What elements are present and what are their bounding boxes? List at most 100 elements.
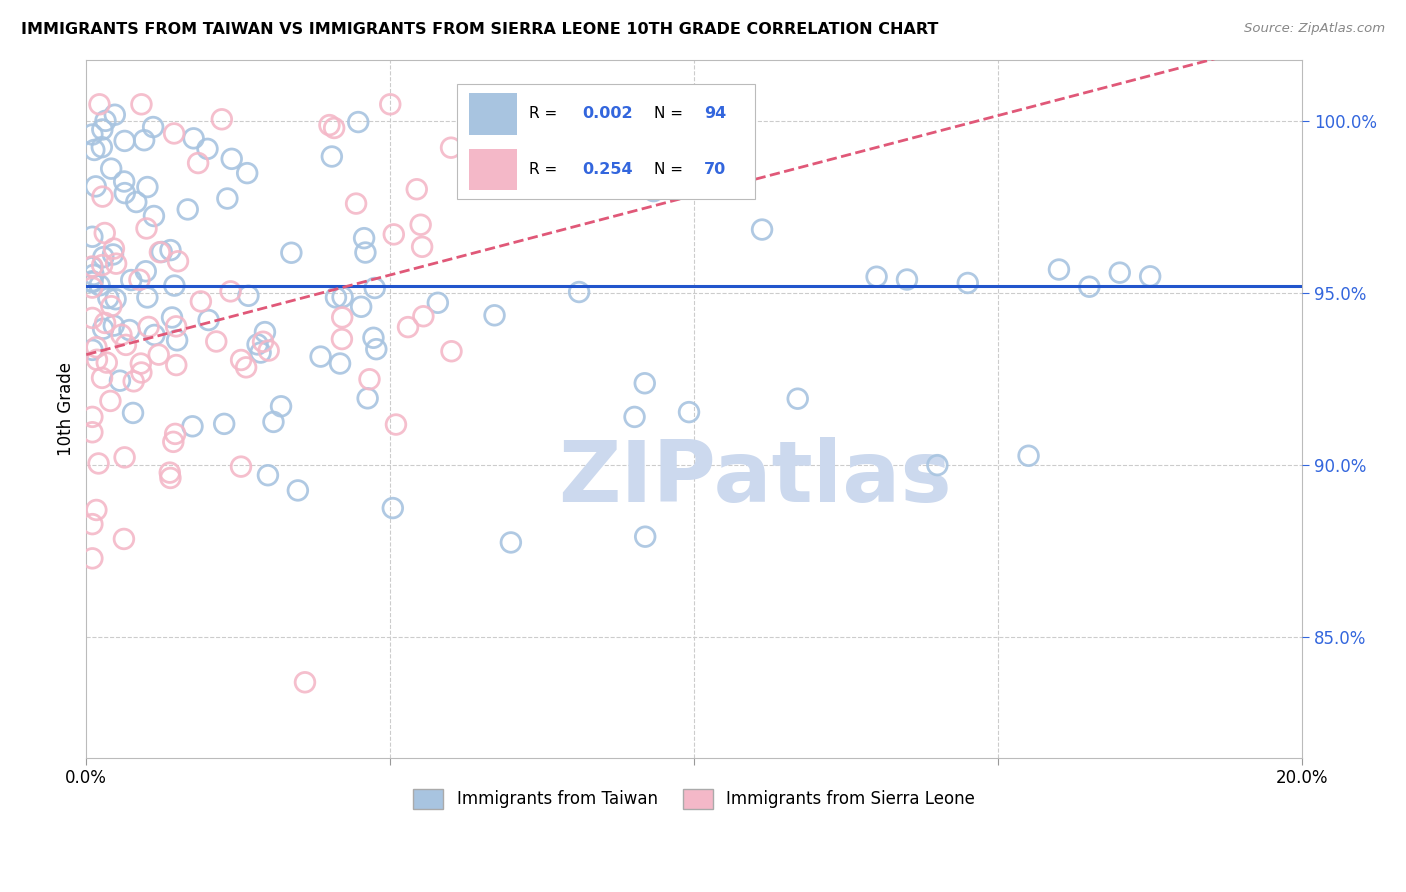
Point — [380, 97, 402, 112]
Y-axis label: 10th Grade: 10th Grade — [58, 361, 75, 456]
Point — [1108, 266, 1130, 280]
Point — [103, 318, 125, 333]
Point — [163, 127, 186, 141]
Point — [623, 409, 645, 424]
Point — [865, 269, 887, 284]
Point — [143, 327, 166, 342]
Point — [134, 133, 156, 147]
Point — [97, 291, 120, 305]
Point — [86, 503, 108, 517]
Point — [83, 143, 105, 157]
Point — [318, 118, 340, 132]
Point — [138, 320, 160, 334]
Point — [205, 334, 228, 349]
Text: ZIPatlas: ZIPatlas — [558, 437, 952, 520]
Point — [236, 166, 259, 180]
Point — [82, 128, 104, 142]
Point — [235, 360, 257, 375]
Point — [104, 108, 127, 122]
Point — [330, 310, 353, 325]
Point — [91, 122, 114, 136]
Point — [165, 426, 187, 441]
Point — [257, 343, 280, 358]
Point — [177, 202, 200, 217]
Point — [148, 348, 170, 362]
Point — [142, 120, 165, 134]
Point — [96, 355, 118, 369]
Point — [197, 313, 219, 327]
Point — [354, 245, 377, 260]
Point — [246, 337, 269, 351]
Point — [440, 344, 463, 359]
Point — [332, 290, 354, 304]
Point — [108, 374, 131, 388]
Point — [356, 392, 378, 406]
Point — [122, 406, 145, 420]
Point — [197, 142, 219, 156]
Point — [103, 242, 125, 256]
Point — [253, 325, 276, 339]
Point — [280, 245, 302, 260]
Point — [112, 174, 135, 188]
Point — [634, 530, 657, 544]
Point — [82, 343, 104, 357]
Point — [568, 285, 591, 299]
Point — [82, 274, 104, 288]
Point — [89, 278, 111, 293]
Point — [181, 419, 204, 434]
Point — [238, 289, 260, 303]
Point — [91, 189, 114, 203]
Point — [135, 221, 157, 235]
Point — [162, 434, 184, 449]
Point — [163, 278, 186, 293]
Point — [1139, 269, 1161, 284]
Point — [896, 272, 918, 286]
Point — [166, 334, 188, 348]
Point — [83, 268, 105, 282]
Point — [440, 141, 463, 155]
Point — [118, 323, 141, 337]
Point — [359, 372, 381, 386]
Point — [135, 264, 157, 278]
Point — [129, 357, 152, 371]
Point — [136, 290, 159, 304]
Point — [100, 393, 122, 408]
Point — [150, 244, 173, 259]
Point — [217, 192, 239, 206]
Point — [344, 196, 367, 211]
Point — [588, 117, 610, 131]
Point — [257, 468, 280, 483]
Point — [385, 417, 408, 432]
Point — [1078, 279, 1101, 293]
Point — [229, 353, 252, 368]
Point — [86, 352, 108, 367]
Point — [426, 295, 449, 310]
Legend: Immigrants from Taiwan, Immigrants from Sierra Leone: Immigrants from Taiwan, Immigrants from … — [406, 782, 981, 815]
Text: Source: ZipAtlas.com: Source: ZipAtlas.com — [1244, 22, 1385, 36]
Point — [93, 250, 115, 264]
Point — [90, 140, 112, 154]
Point — [212, 417, 235, 431]
Point — [499, 535, 522, 549]
Point — [350, 300, 373, 314]
Point — [252, 334, 274, 349]
Point — [396, 320, 419, 334]
Point — [309, 350, 332, 364]
Point — [321, 149, 343, 163]
Point — [82, 229, 104, 244]
Point — [409, 218, 432, 232]
Point — [1018, 449, 1040, 463]
Point — [84, 179, 107, 194]
Point — [110, 327, 132, 342]
Point — [82, 551, 104, 566]
Point — [165, 319, 187, 334]
Point — [101, 247, 124, 261]
Point — [366, 342, 388, 356]
Point — [786, 392, 808, 406]
Point — [167, 254, 190, 268]
Point — [136, 180, 159, 194]
Point — [82, 260, 104, 275]
Point — [112, 532, 135, 546]
Point — [128, 273, 150, 287]
Point — [329, 357, 352, 371]
